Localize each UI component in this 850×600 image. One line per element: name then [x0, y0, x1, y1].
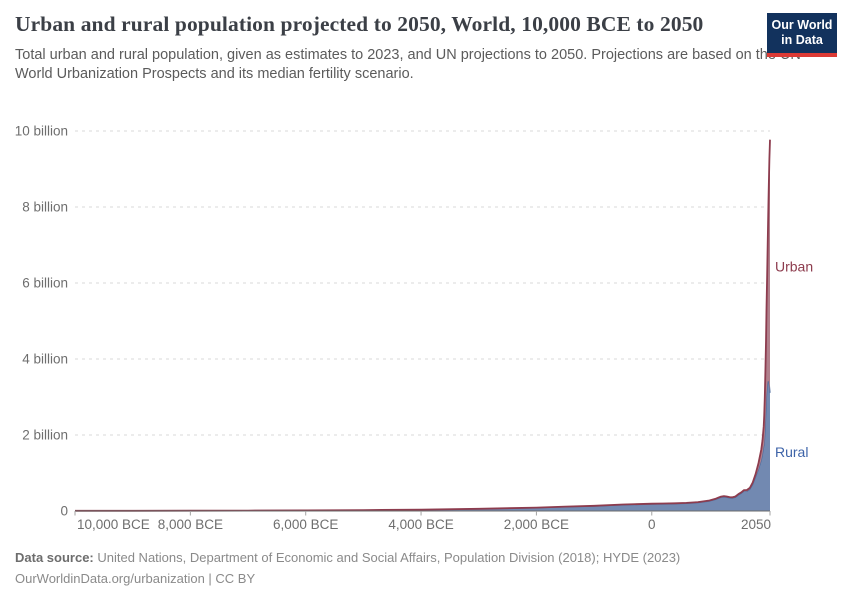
- x-tick-label: 2,000 BCE: [504, 517, 569, 532]
- chart-title: Urban and rural population projected to …: [15, 12, 704, 36]
- y-tick-label: 4 billion: [22, 352, 68, 367]
- owid-logo[interactable]: Our World in Data: [767, 13, 837, 57]
- series-label-urban[interactable]: Urban: [775, 258, 813, 274]
- gridlines: [75, 130, 770, 436]
- x-tick-label: 0: [648, 517, 656, 532]
- edge-rural: [75, 380, 771, 512]
- y-tick-label: 10 billion: [15, 124, 68, 139]
- header: Urban and rural population projected to …: [15, 10, 835, 83]
- data-source-line: Data source: United Nations, Department …: [15, 547, 680, 568]
- y-tick-label: 8 billion: [22, 200, 68, 215]
- data-source-text: United Nations, Department of Economic a…: [93, 550, 681, 565]
- axis: 10,000 BCE 8,000 BCE 6,000 BCE 4,000 BCE 2,0…: [74, 510, 771, 532]
- y-tick-labels: 0 2 billion 4 billion 6 billion 8 billion 10 …: [15, 124, 68, 519]
- owid-logo-line2: in Data: [781, 33, 823, 48]
- series-label-rural[interactable]: Rural: [775, 444, 808, 460]
- series-labels: Rural Urban: [775, 258, 813, 460]
- areas: [75, 139, 771, 512]
- y-tick-label: 2 billion: [22, 428, 68, 443]
- x-tick-label: 2050: [741, 517, 771, 532]
- chart-subtitle: Total urban and rural population, given …: [15, 47, 801, 82]
- footer: Data source: United Nations, Department …: [15, 547, 680, 589]
- owid-logo-line1: Our World: [771, 18, 833, 32]
- x-tick-label: 4,000 BCE: [388, 517, 453, 532]
- area-urban[interactable]: [75, 139, 770, 511]
- edge-urban: [75, 139, 771, 512]
- y-tick-label: 0: [60, 504, 68, 519]
- area-rural[interactable]: [75, 380, 770, 511]
- x-tick-label: 10,000 BCE: [77, 517, 150, 532]
- x-tick-label: 8,000 BCE: [158, 517, 223, 532]
- y-tick-label: 6 billion: [22, 276, 68, 291]
- data-source-label: Data source:: [15, 550, 94, 565]
- owid-logo-accent-bar: [767, 52, 837, 57]
- license-line[interactable]: OurWorldinData.org/urbanization | CC BY: [15, 571, 256, 587]
- x-tick-label: 6,000 BCE: [273, 517, 338, 532]
- chart-canvas: 10,000 BCE 8,000 BCE 6,000 BCE 4,000 BCE 2,0…: [15, 124, 813, 533]
